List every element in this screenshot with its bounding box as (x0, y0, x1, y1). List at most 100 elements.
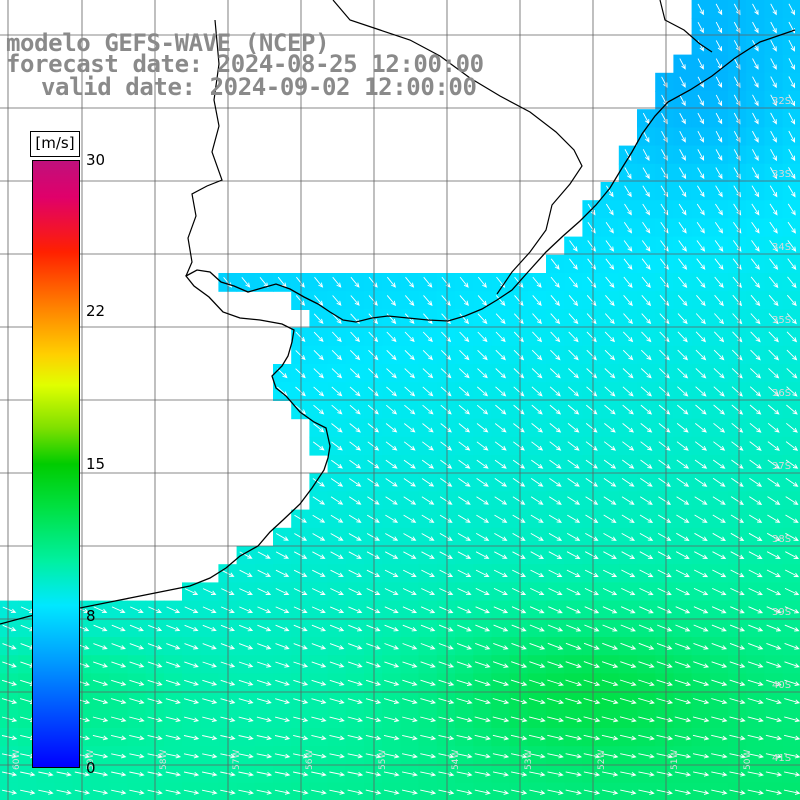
wind-arrow (639, 533, 654, 541)
wind-arrow (583, 679, 601, 687)
wind-arrow (623, 240, 633, 252)
wind-arrow (512, 514, 526, 523)
wind-arrow (474, 753, 491, 759)
wind-arrow (548, 551, 563, 559)
wind-arrow (679, 130, 686, 143)
wind-arrow (511, 753, 528, 759)
wind-arrow (529, 679, 546, 687)
wind-speed-cell (782, 127, 800, 147)
wind-arrow (641, 313, 652, 325)
wind-arrow (511, 771, 528, 777)
wind-arrow (749, 459, 762, 469)
wind-arrow (402, 588, 417, 596)
wind-arrow (492, 716, 510, 723)
wind-arrow (1, 679, 18, 686)
wind-arrow (367, 478, 380, 487)
wind-arrow (366, 514, 380, 523)
wind-arrow (751, 240, 760, 252)
wind-arrow (765, 716, 782, 723)
wind-arrow (694, 477, 708, 487)
wind-arrow (293, 771, 309, 777)
wind-arrow (402, 661, 418, 668)
wind-arrow (314, 295, 324, 306)
wind-arrow (622, 368, 634, 379)
wind-arrow (547, 679, 564, 687)
wind-arrow (513, 441, 525, 451)
wind-arrow (383, 771, 400, 777)
wind-speed-cell (782, 218, 800, 238)
wind-arrow (788, 167, 796, 180)
wind-arrow (275, 569, 290, 577)
wind-arrow (184, 624, 199, 632)
wind-arrow (277, 368, 288, 379)
wind-arrow (695, 368, 707, 379)
wind-arrow (788, 148, 796, 162)
wind-arrow (712, 569, 727, 578)
wind-arrow (622, 441, 635, 451)
wind-speed-cell (54, 782, 74, 800)
wind-arrow (257, 624, 272, 632)
wind-arrow (475, 587, 490, 596)
wind-arrow (768, 331, 779, 343)
wind-arrow (385, 441, 398, 451)
wind-arrow (712, 477, 726, 487)
wind-speed-cell (728, 782, 747, 800)
wind-arrow (748, 606, 764, 614)
wind-arrow (750, 313, 761, 325)
wind-arrow (403, 478, 416, 487)
wind-arrow (729, 789, 746, 795)
wind-arrow (367, 404, 379, 415)
wind-arrow (638, 716, 655, 723)
wind-arrow (166, 606, 181, 614)
wind-arrow (494, 441, 507, 451)
wind-arrow (678, 185, 687, 198)
wind-arrow (568, 368, 579, 379)
wind-arrow (733, 221, 742, 234)
wind-speed-cell (782, 18, 800, 37)
wind-arrow (712, 532, 726, 542)
wind-arrow (184, 679, 199, 686)
wind-arrow (767, 477, 781, 487)
wind-arrow (295, 331, 306, 343)
wind-arrow (550, 258, 560, 270)
wind-arrow (293, 606, 308, 614)
wind-arrow (129, 624, 144, 632)
wind-arrow (111, 643, 126, 650)
wind-arrow (547, 753, 564, 759)
wind-arrow (549, 441, 562, 451)
wind-arrow (511, 642, 527, 650)
wind-arrow (129, 716, 145, 723)
wind-arrow (312, 588, 326, 595)
wind-arrow (767, 496, 781, 505)
wind-arrow (770, 130, 777, 143)
wind-arrow (767, 422, 780, 433)
wind-arrow (311, 661, 327, 668)
wind-arrow (786, 331, 798, 343)
wind-arrow (656, 734, 674, 741)
wind-arrow (697, 149, 705, 161)
wind-arrow (677, 349, 689, 361)
wind-arrow (422, 404, 434, 415)
wind-arrow (749, 496, 763, 505)
wind-arrow (657, 587, 672, 596)
wind-arrow (494, 423, 507, 433)
wind-arrow (184, 661, 199, 668)
wind-arrow (656, 698, 674, 705)
wind-arrow (458, 459, 471, 469)
wind-arrow (220, 789, 236, 795)
wind-arrow (457, 551, 472, 559)
wind-arrow (403, 441, 416, 451)
wind-arrow (639, 569, 654, 578)
wind-arrow (312, 441, 325, 451)
wind-arrow (257, 588, 272, 595)
wind-arrow (770, 112, 777, 125)
wind-arrow (747, 698, 764, 705)
wind-arrow (330, 588, 344, 595)
wind-speed-cell (709, 782, 729, 800)
wind-arrow (385, 514, 399, 523)
wind-arrow (459, 349, 470, 361)
wind-speed-cell (782, 473, 800, 492)
wind-arrow (585, 496, 599, 505)
wind-arrow (602, 606, 618, 614)
wind-arrow (459, 313, 470, 325)
